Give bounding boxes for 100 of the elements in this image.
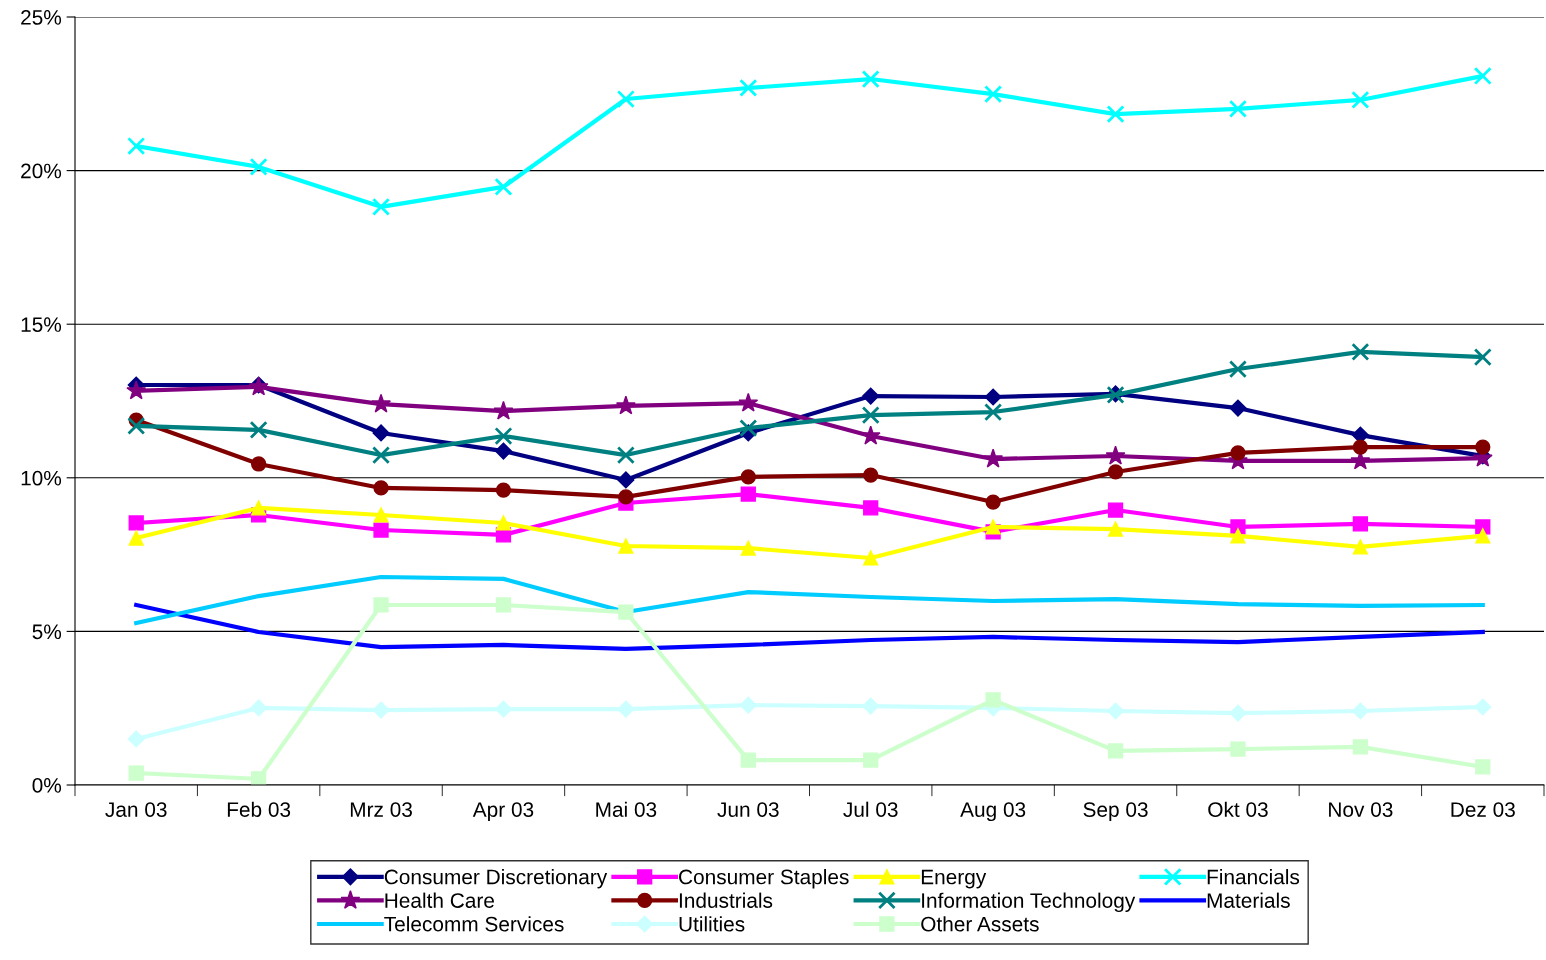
point <box>1352 516 1369 532</box>
point <box>984 85 1003 104</box>
legend-label: Consumer Staples <box>679 869 849 889</box>
point <box>1107 464 1124 480</box>
point <box>1475 439 1491 455</box>
point <box>1352 539 1369 555</box>
point <box>1474 698 1492 716</box>
point <box>372 424 390 442</box>
x-tick-label: Okt 03 <box>1208 801 1268 817</box>
x-tick-label: Sep 03 <box>1083 802 1148 822</box>
x-tick-label: Jul 03 <box>843 801 898 817</box>
point <box>372 701 390 719</box>
point <box>863 467 879 483</box>
x-tick-label: Jan 03 <box>105 802 167 817</box>
point <box>1229 704 1247 722</box>
point <box>615 395 636 415</box>
point <box>618 489 634 505</box>
point <box>1228 360 1247 379</box>
point <box>128 530 144 546</box>
line-series <box>134 602 1485 651</box>
point <box>493 400 514 420</box>
point <box>250 699 268 717</box>
point <box>1107 521 1124 537</box>
point <box>495 515 512 531</box>
point <box>861 70 880 89</box>
legend-label: Energy <box>921 869 987 889</box>
y-tick-label: 25% <box>21 10 62 25</box>
point <box>740 486 756 502</box>
x-tick-label: Apr 03 <box>472 802 534 822</box>
point <box>1473 348 1492 367</box>
point <box>862 387 880 405</box>
x-tick-label: Aug 03 <box>960 802 1026 822</box>
point <box>1475 528 1491 544</box>
legend-label: Financials <box>1207 869 1300 885</box>
x-tick-label: Jun 03 <box>717 802 779 817</box>
point <box>1473 66 1492 86</box>
point <box>1230 741 1246 757</box>
x-tick-label: Nov 03 <box>1329 802 1393 817</box>
point <box>1351 342 1370 361</box>
point <box>617 471 635 489</box>
point <box>984 388 1002 406</box>
point <box>371 393 391 413</box>
point <box>1228 99 1247 118</box>
point <box>1107 502 1124 518</box>
point <box>126 380 147 400</box>
point <box>616 89 635 109</box>
y-tick-label: 0% <box>32 778 62 793</box>
y-tick-label: 10% <box>21 470 62 486</box>
point <box>494 426 513 446</box>
point <box>249 420 268 439</box>
point <box>495 597 512 613</box>
point <box>984 403 1003 422</box>
legend-label: Consumer Discretionary <box>384 869 608 889</box>
point <box>1106 105 1125 124</box>
y-tick-label: 5% <box>32 624 62 640</box>
point <box>618 604 634 620</box>
legend-label: Other Assets <box>921 916 1039 932</box>
point <box>740 752 756 768</box>
point <box>373 522 389 538</box>
point <box>617 700 635 718</box>
x-tick-label: Feb 03 <box>227 801 291 817</box>
point <box>1229 399 1247 417</box>
point <box>1230 445 1246 461</box>
point <box>985 494 1001 510</box>
point <box>985 519 1001 535</box>
point <box>862 697 880 715</box>
point <box>372 197 391 216</box>
point <box>1352 739 1369 755</box>
x-tick-label: Dez 03 <box>1451 802 1515 817</box>
legend-label: Utilities <box>679 916 745 932</box>
point <box>372 446 391 465</box>
point <box>1351 90 1370 109</box>
point <box>739 419 758 438</box>
point <box>861 406 880 425</box>
y-tick-label: 20% <box>21 163 62 179</box>
point <box>616 446 635 465</box>
line-series <box>134 574 1485 626</box>
point <box>1105 445 1126 465</box>
point <box>373 480 389 496</box>
legend-label: Telecomm Services <box>384 916 564 932</box>
point <box>983 448 1004 468</box>
point <box>1230 528 1246 544</box>
point <box>863 752 879 768</box>
legend-label: Information Technology <box>922 892 1136 913</box>
point <box>740 540 756 556</box>
point <box>373 597 389 613</box>
point <box>863 550 879 566</box>
point <box>618 538 634 554</box>
point <box>1352 439 1369 455</box>
y-tick-label: 15% <box>21 317 62 332</box>
point <box>127 730 145 748</box>
point <box>740 469 756 485</box>
point <box>985 692 1001 708</box>
point <box>863 500 879 516</box>
x-tick-label: Mai 03 <box>596 801 657 817</box>
point <box>250 500 267 516</box>
point <box>494 442 513 460</box>
legend-label: Materials <box>1207 892 1290 908</box>
point <box>373 507 389 523</box>
point <box>739 696 757 714</box>
